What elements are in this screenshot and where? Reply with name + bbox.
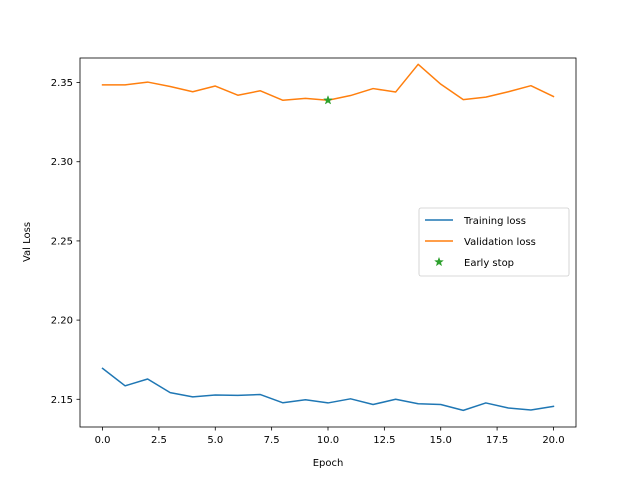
- y-tick-label: 2.25: [51, 236, 73, 247]
- x-tick-label: 10.0: [317, 435, 339, 446]
- y-tick-label: 2.35: [51, 78, 73, 89]
- x-tick-label: 0.0: [95, 435, 111, 446]
- series-line-training-loss: [101, 367, 555, 412]
- plot-area: [101, 63, 555, 412]
- legend-label: Validation loss: [464, 237, 536, 248]
- x-tick-label: 5.0: [207, 435, 223, 446]
- x-tick-label: 12.5: [373, 435, 395, 446]
- axes: 0.0 2.5 5.0 7.5 10.0 12.5 15.0 17.5 20.0 2.15 2.20…: [51, 57, 577, 446]
- y-tick-label: 2.15: [51, 395, 73, 406]
- x-axis-label: Epoch: [313, 458, 344, 469]
- y-tick-label: 2.30: [51, 157, 73, 168]
- legend-label: Early stop: [464, 258, 514, 269]
- legend-label: Training loss: [463, 216, 526, 227]
- legend: Training loss Validation loss Early stop: [418, 207, 570, 277]
- x-tick-label: 7.5: [264, 435, 280, 446]
- early-stop-marker: [322, 95, 334, 105]
- legend-swatch: [433, 256, 445, 267]
- x-tick-label: 17.5: [486, 435, 508, 446]
- legend-box: [418, 207, 570, 277]
- y-axis-label: Val Loss: [22, 222, 33, 262]
- x-tick-label: 15.0: [430, 435, 452, 446]
- x-tick-label: 20.0: [542, 435, 564, 446]
- y-tick-label: 2.20: [51, 316, 73, 327]
- x-tick-label: 2.5: [151, 435, 167, 446]
